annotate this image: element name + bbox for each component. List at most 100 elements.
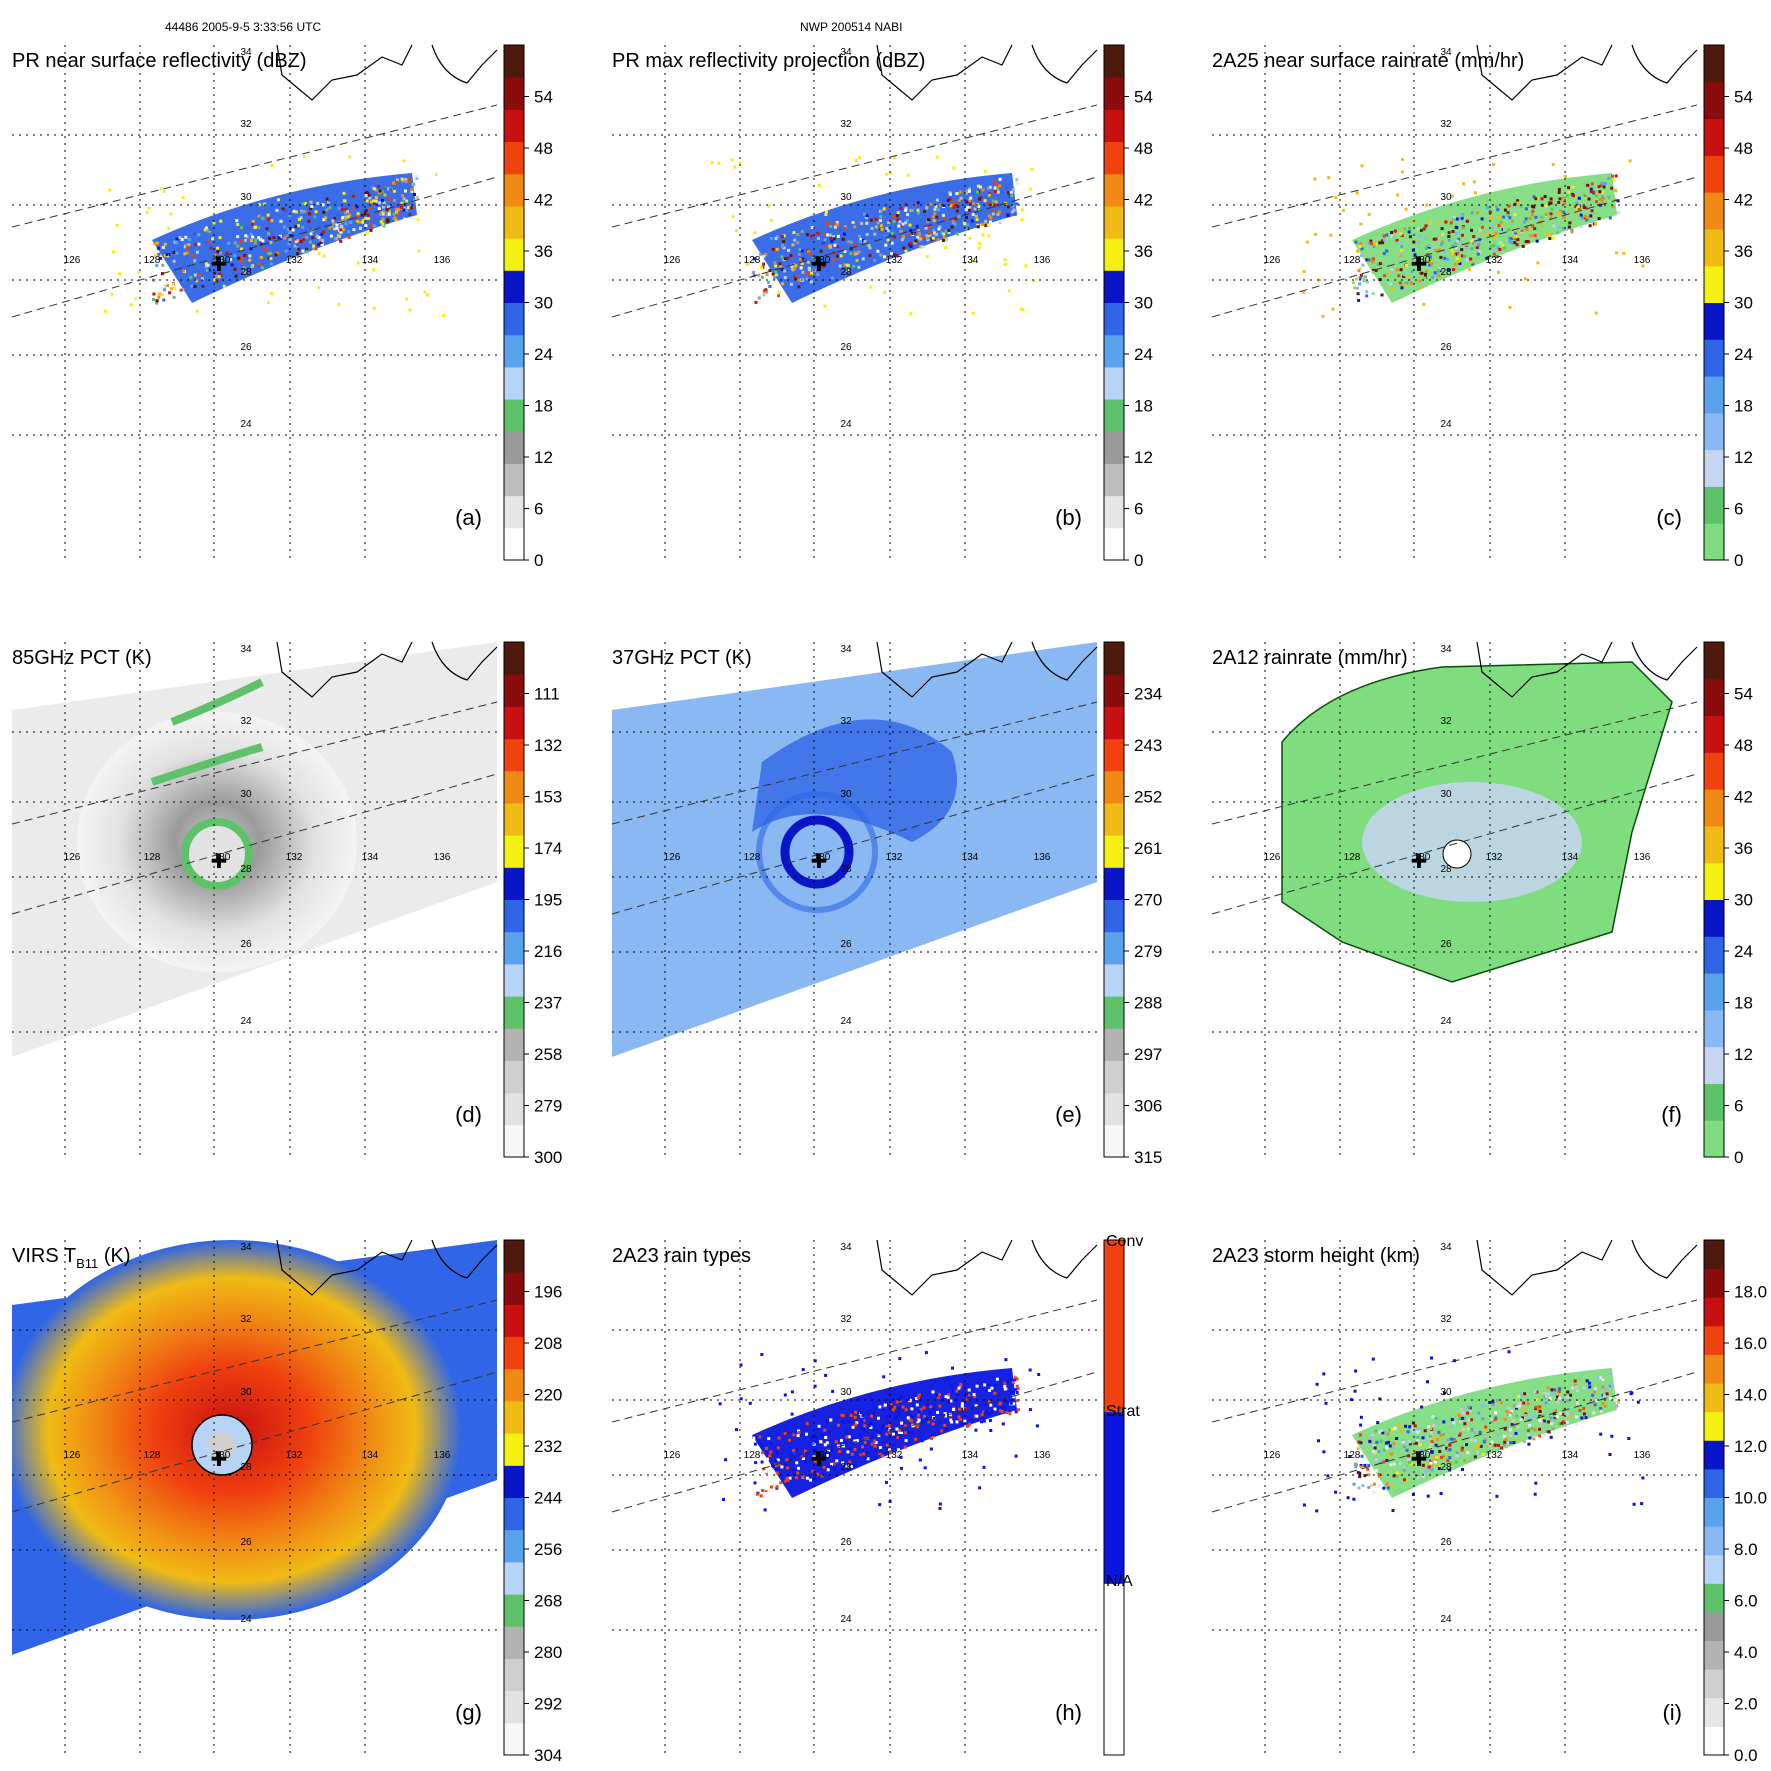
- colorbar: 300 279 258 237 216 195 174 153 132 111: [503, 641, 562, 1167]
- colorbar-label: 297: [1134, 1045, 1162, 1064]
- lon-label: 130: [1414, 255, 1431, 266]
- colorbar-cell: [1704, 45, 1724, 83]
- data-layer: [103, 155, 445, 317]
- colorbar-label: 0: [1134, 551, 1143, 570]
- colorbar-cell: [1704, 1325, 1724, 1355]
- colorbar-cell: [1104, 527, 1124, 561]
- colorbar-cell: [1104, 963, 1124, 997]
- colorbar-cell: [1104, 1240, 1124, 1413]
- lat-label: 28: [240, 267, 252, 278]
- colorbar-label: 196: [534, 1283, 562, 1302]
- colorbar-cell: [504, 1304, 524, 1338]
- colorbar-label: 12: [1734, 448, 1753, 467]
- colorbar-cell: [504, 1529, 524, 1563]
- coastline: [876, 44, 1098, 101]
- lon-label: 130: [814, 852, 831, 863]
- colorbar-label: 30: [1734, 891, 1753, 910]
- colorbar-cell: [1704, 973, 1724, 1011]
- colorbar-cell: [504, 1336, 524, 1370]
- colorbar-cell: [504, 399, 524, 432]
- storm-center-icon: ✚: [211, 849, 228, 873]
- colorbar-label: 18: [1734, 994, 1753, 1013]
- lat-label: 32: [840, 119, 852, 130]
- colorbar-label: 0: [1734, 1148, 1743, 1167]
- lat-label: 24: [840, 1614, 852, 1625]
- colorbar-cell: [1104, 77, 1124, 110]
- colorbar-cell: [1704, 1083, 1724, 1121]
- colorbar-label: 195: [534, 891, 562, 910]
- swath-edges: [611, 104, 1098, 318]
- lat-label: 34: [1440, 1242, 1452, 1253]
- lon-label: 128: [744, 255, 761, 266]
- colorbar-cell: [504, 1690, 524, 1724]
- colorbar-cell: [1104, 996, 1124, 1029]
- colorbar-cell: [504, 1433, 524, 1466]
- lon-label: 134: [962, 852, 979, 863]
- panel-e: 126 128 130 132 134 136 34 32 30 28 26 24 ✚ 37GHz PCT…: [611, 641, 1162, 1167]
- storm-center-icon: ✚: [1411, 849, 1428, 873]
- swath-edges: [11, 1299, 498, 1513]
- colorbar-cell: [504, 109, 524, 143]
- colorbar-label: 132: [534, 736, 562, 755]
- colorbar-cell: [504, 835, 524, 868]
- lat-label: 30: [1440, 1387, 1452, 1398]
- colorbar-cell: [1104, 334, 1124, 368]
- lat-label: 32: [1440, 119, 1452, 130]
- lat-label: 24: [1440, 1614, 1452, 1625]
- coastline: [876, 641, 1098, 698]
- lon-label: 132: [286, 1450, 303, 1461]
- colorbar-cell: [1104, 238, 1124, 271]
- panel-letter: (e): [1055, 1102, 1082, 1127]
- lon-label: 128: [1344, 255, 1361, 266]
- colorbar-label: 12: [1134, 448, 1153, 467]
- lon-label: 132: [286, 255, 303, 266]
- colorbar-label: 18: [1734, 397, 1753, 416]
- lat-label: 26: [240, 939, 252, 950]
- storm-center-icon: ✚: [1411, 252, 1428, 276]
- lon-label: 136: [434, 852, 451, 863]
- colorbar-label: 306: [1134, 1097, 1162, 1116]
- colorbar-cell: [1104, 399, 1124, 432]
- colorbar: N/A Strat Conv: [1103, 1233, 1143, 1756]
- colorbar-cell: [1704, 642, 1724, 680]
- colorbar-cell: [504, 1272, 524, 1305]
- lon-label: 132: [886, 852, 903, 863]
- colorbar-cell: [504, 931, 524, 965]
- colorbar-cell: [1104, 270, 1124, 303]
- colorbar-cell: [1704, 81, 1724, 120]
- colorbar-label: 315: [1134, 1148, 1162, 1167]
- data-layer: [1302, 1350, 1645, 1513]
- colorbar: 315 306 297 288 279 270 261 252 243 234: [1103, 641, 1162, 1167]
- colorbar-cell: [504, 1124, 524, 1158]
- colorbar-cell: [1704, 376, 1724, 414]
- colorbar-label: 304: [534, 1746, 562, 1765]
- colorbar-cell: [504, 334, 524, 368]
- panel-title: 37GHz PCT (K): [612, 647, 752, 669]
- lon-label: 126: [64, 852, 81, 863]
- lat-label: 26: [840, 1537, 852, 1548]
- colorbar-cell: [1704, 936, 1724, 974]
- graticule: [612, 642, 1097, 1157]
- lat-label: 24: [240, 419, 252, 430]
- colorbar-label: 24: [534, 345, 553, 364]
- colorbar-label: 279: [534, 1097, 562, 1116]
- colorbar-cell: [504, 302, 524, 336]
- lat-label: 34: [840, 1242, 852, 1253]
- colorbar-cell: [1704, 899, 1724, 937]
- colorbar-label: 258: [534, 1045, 562, 1064]
- graticule: [1212, 1240, 1697, 1755]
- colorbar-cell: [1704, 1611, 1724, 1642]
- colorbar-label: 6: [1734, 1097, 1743, 1116]
- colorbar-label: 232: [534, 1437, 562, 1456]
- colorbar-cell: [504, 1497, 524, 1531]
- colorbar-cell: [1104, 674, 1124, 707]
- panel-title: PR max reflectivity projection (dBZ): [612, 50, 925, 72]
- lon-label: 134: [1562, 852, 1579, 863]
- lat-label: 26: [1440, 939, 1452, 950]
- colorbar-label: 48: [1734, 139, 1753, 158]
- colorbar-cell: [504, 463, 524, 497]
- colorbar-cell: [504, 1240, 524, 1273]
- colorbar-label: 42: [1734, 788, 1753, 807]
- panel-i: 126 128 130 132 134 136 34 32 30 28 26 24 ✚ 2A23 stor…: [1211, 1239, 1767, 1765]
